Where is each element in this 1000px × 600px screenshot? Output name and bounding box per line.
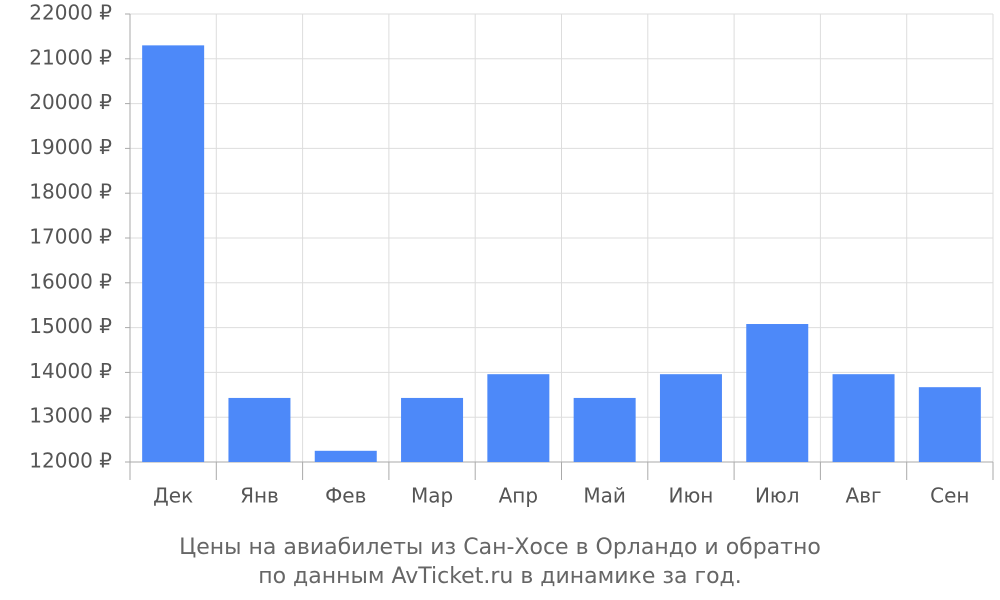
x-tick-label: Мар [411, 484, 453, 508]
x-tick-label: Апр [499, 484, 538, 508]
x-tick-label: Фев [325, 484, 366, 508]
bar [746, 324, 809, 462]
chart-title: Цены на авиабилеты из Сан-Хосе в Орландо… [179, 535, 821, 560]
bar [487, 374, 550, 462]
y-tick-label: 22000 ₽ [29, 1, 112, 25]
y-tick-label: 19000 ₽ [29, 135, 112, 159]
bar [918, 387, 981, 462]
x-tick-label: Июл [755, 484, 800, 508]
y-tick-label: 13000 ₽ [29, 404, 112, 428]
y-tick-label: 21000 ₽ [29, 45, 112, 69]
y-tick-label: 15000 ₽ [29, 314, 112, 338]
x-tick-label: Янв [240, 484, 279, 508]
x-tick-label: Дек [153, 484, 193, 508]
y-tick-label: 20000 ₽ [29, 90, 112, 114]
y-tick-label: 17000 ₽ [29, 225, 112, 249]
bar [573, 397, 636, 462]
x-tick-label: Июн [669, 484, 714, 508]
bar [314, 450, 377, 462]
bar [142, 45, 205, 463]
x-tick-label: Авг [846, 484, 882, 508]
y-tick-label: 12000 ₽ [29, 449, 112, 473]
y-tick-label: 18000 ₽ [29, 180, 112, 204]
x-tick-label: Май [583, 484, 626, 508]
bar [401, 397, 464, 462]
y-tick-label: 14000 ₽ [29, 359, 112, 383]
chart-title: по данным AvTicket.ru в динамике за год. [258, 564, 742, 589]
x-tick-label: Сен [930, 484, 969, 508]
bar [228, 397, 291, 462]
y-tick-label: 16000 ₽ [29, 269, 112, 293]
bar [659, 374, 722, 462]
bar [832, 374, 895, 462]
